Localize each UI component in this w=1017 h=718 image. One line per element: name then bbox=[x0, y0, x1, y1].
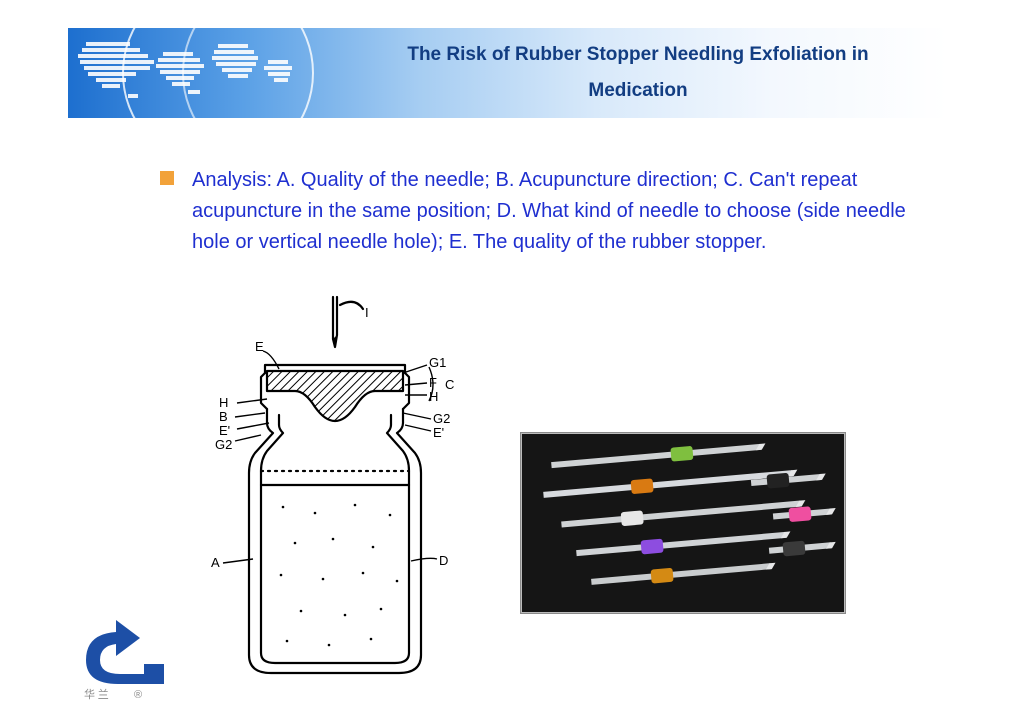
needle-item bbox=[769, 542, 831, 553]
label-F: F bbox=[429, 375, 437, 390]
label-D: D bbox=[439, 553, 448, 568]
label-Eprime-right: E' bbox=[433, 425, 444, 440]
world-map-icon bbox=[68, 24, 368, 122]
bullet-text: Analysis: A. Quality of the needle; B. A… bbox=[192, 165, 920, 258]
label-Eprime-left: E' bbox=[219, 423, 230, 438]
needle-item bbox=[551, 444, 761, 468]
label-G2-right: G2 bbox=[433, 411, 450, 426]
title-line-2: Medication bbox=[588, 73, 687, 109]
label-C: C bbox=[445, 377, 454, 392]
label-G1: G1 bbox=[429, 355, 446, 370]
logo-registered: ® bbox=[134, 689, 142, 700]
bullet-item: Analysis: A. Quality of the needle; B. A… bbox=[160, 165, 920, 258]
label-B: B bbox=[219, 409, 228, 424]
needle-item bbox=[773, 508, 831, 519]
label-G2-left: G2 bbox=[215, 437, 232, 452]
needle-item bbox=[591, 563, 771, 585]
slide-title: The Risk of Rubber Stopper Needling Exfo… bbox=[338, 28, 938, 118]
label-E: E bbox=[255, 339, 264, 354]
bullet-marker-icon bbox=[160, 171, 174, 185]
needle-item bbox=[576, 532, 786, 556]
label-A: A bbox=[211, 555, 220, 570]
label-I: I bbox=[365, 305, 369, 320]
label-H-left: H bbox=[219, 395, 228, 410]
vial-cross-section-diagram: I bbox=[205, 295, 465, 685]
label-H-right: H bbox=[429, 389, 438, 404]
title-line-1: The Risk of Rubber Stopper Needling Exfo… bbox=[407, 37, 868, 73]
needle-item bbox=[561, 501, 801, 528]
slide-body: Analysis: A. Quality of the needle; B. A… bbox=[160, 165, 920, 258]
logo-text: 华 兰 bbox=[84, 687, 109, 700]
company-logo-icon: 华 兰 ® bbox=[78, 620, 178, 700]
needles-photo bbox=[520, 432, 846, 614]
slide-header: The Risk of Rubber Stopper Needling Exfo… bbox=[68, 28, 948, 118]
